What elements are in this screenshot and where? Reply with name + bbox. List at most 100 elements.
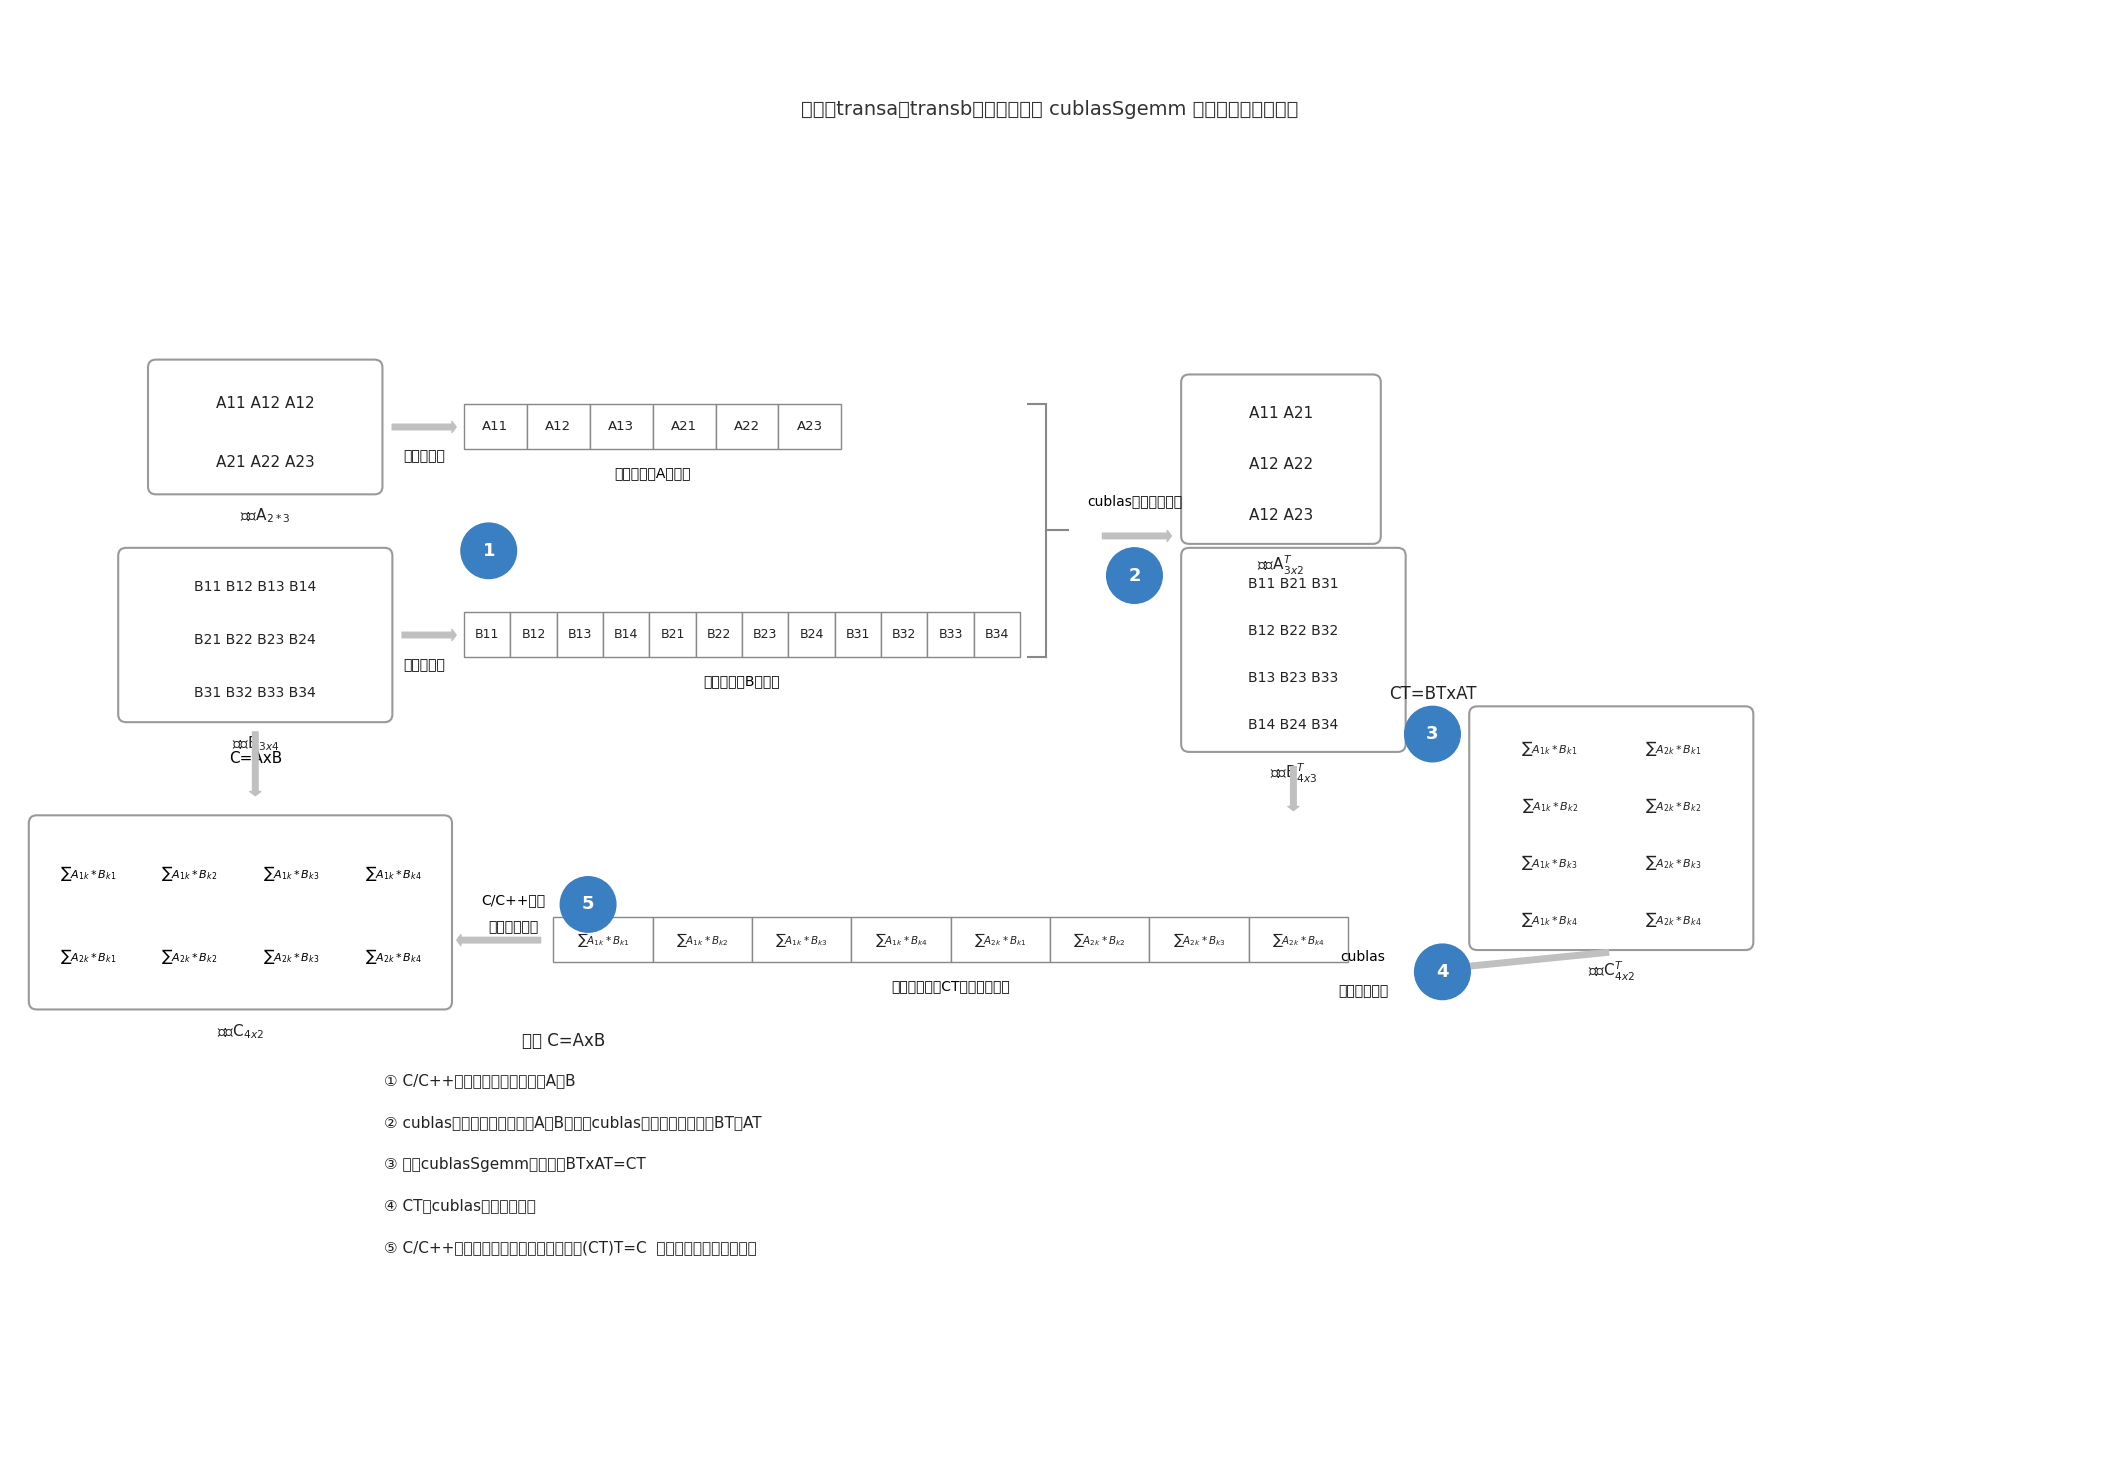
Text: 内存中将矩阵CT按列优先布局: 内存中将矩阵CT按列优先布局 [891, 979, 1011, 994]
Bar [973, 613, 1019, 657]
Text: 1: 1 [482, 542, 495, 559]
Bar [463, 613, 510, 657]
Text: 矩阵A$^T_{3x2}$: 矩阵A$^T_{3x2}$ [1257, 554, 1304, 577]
Bar [649, 613, 695, 657]
Bar [741, 613, 788, 657]
Circle shape [1415, 944, 1470, 1000]
Bar [927, 613, 973, 657]
Text: B24: B24 [800, 628, 823, 641]
Text: $\sum A_{1k}*B_{k3}$: $\sum A_{1k}*B_{k3}$ [1521, 853, 1577, 873]
Bar [788, 613, 834, 657]
Text: 矩阵B$^T_{4x3}$: 矩阵B$^T_{4x3}$ [1270, 763, 1316, 785]
Bar [880, 613, 927, 657]
Text: $\sum A_{2k}*B_{k3}$: $\sum A_{2k}*B_{k3}$ [1645, 853, 1702, 873]
Text: A11 A21: A11 A21 [1249, 405, 1312, 420]
Text: B13 B23 B33: B13 B23 B33 [1249, 671, 1339, 686]
FancyBboxPatch shape [147, 359, 383, 494]
Bar [1150, 917, 1249, 962]
Bar [834, 613, 880, 657]
FancyBboxPatch shape [1181, 374, 1382, 543]
Text: $\sum A_{1k}*B_{k3}$: $\sum A_{1k}*B_{k3}$ [775, 930, 828, 948]
Text: $\sum A_{1k}*B_{k2}$: $\sum A_{1k}*B_{k2}$ [676, 930, 729, 948]
Text: 5: 5 [581, 895, 594, 914]
Text: A12: A12 [545, 420, 571, 433]
Text: B32: B32 [893, 628, 916, 641]
Text: cublas: cublas [1342, 950, 1386, 965]
Text: $\sum A_{2k}*B_{k2}$: $\sum A_{2k}*B_{k2}$ [1645, 795, 1702, 815]
Bar [752, 917, 851, 962]
Text: $\sum A_{1k}*B_{k1}$: $\sum A_{1k}*B_{k1}$ [577, 930, 630, 948]
Text: $\sum A_{1k}*B_{k4}$: $\sum A_{1k}*B_{k4}$ [1521, 910, 1577, 929]
Text: B11 B21 B31: B11 B21 B31 [1249, 577, 1339, 591]
Text: B31 B32 B33 B34: B31 B32 B33 B34 [194, 686, 316, 700]
Text: $\sum A_{2k}*B_{k1}$: $\sum A_{2k}*B_{k1}$ [975, 930, 1026, 948]
Circle shape [1405, 706, 1459, 761]
Bar [1051, 917, 1150, 962]
Text: $\sum A_{1k}*B_{k4}$: $\sum A_{1k}*B_{k4}$ [364, 864, 421, 883]
Text: ⑤ C/C++程序以行优先读取后相当于做了(CT)T=C  正好就获得了正确的结果: ⑤ C/C++程序以行优先读取后相当于做了(CT)T=C 正好就获得了正确的结果 [385, 1239, 758, 1255]
Bar [554, 917, 653, 962]
FancyBboxPatch shape [1181, 548, 1405, 752]
Text: A21 A22 A23: A21 A22 A23 [215, 456, 314, 470]
Text: B33: B33 [939, 628, 962, 641]
Text: $\sum A_{2k}*B_{k4}$: $\sum A_{2k}*B_{k4}$ [1272, 930, 1325, 948]
Text: B14: B14 [615, 628, 638, 641]
Bar [851, 917, 950, 962]
Text: CT=BTxAT: CT=BTxAT [1388, 686, 1476, 703]
Bar [653, 917, 752, 962]
Bar [510, 613, 556, 657]
Text: A12 A23: A12 A23 [1249, 508, 1314, 522]
Text: $\sum A_{1k}*B_{k3}$: $\sum A_{1k}*B_{k3}$ [263, 864, 320, 883]
Text: cublas按列优先读取: cublas按列优先读取 [1087, 494, 1181, 509]
Text: $\sum A_{2k}*B_{k3}$: $\sum A_{2k}*B_{k3}$ [263, 947, 320, 966]
Text: 矩阵C$_{4x2}$: 矩阵C$_{4x2}$ [217, 1022, 263, 1040]
Bar [779, 404, 842, 448]
Text: B11 B12 B13 B14: B11 B12 B13 B14 [194, 580, 316, 595]
Bar [556, 613, 602, 657]
Text: $\sum A_{2k}*B_{k1}$: $\sum A_{2k}*B_{k1}$ [59, 947, 116, 966]
FancyBboxPatch shape [29, 815, 453, 1009]
Text: B12 B22 B32: B12 B22 B32 [1249, 625, 1339, 638]
Text: B34: B34 [986, 628, 1009, 641]
Text: A23: A23 [796, 420, 823, 433]
FancyBboxPatch shape [118, 548, 392, 723]
Bar [653, 404, 716, 448]
Text: 3: 3 [1426, 726, 1438, 743]
Text: 矩阵B$_{3x4}$: 矩阵B$_{3x4}$ [232, 735, 278, 754]
Text: 矩阵C$^T_{4x2}$: 矩阵C$^T_{4x2}$ [1588, 960, 1634, 984]
Bar [1249, 917, 1348, 962]
Text: $\sum A_{2k}*B_{k3}$: $\sum A_{2k}*B_{k3}$ [1173, 930, 1226, 948]
Bar [950, 917, 1051, 962]
Text: A21: A21 [672, 420, 697, 433]
Text: $\sum A_{1k}*B_{k1}$: $\sum A_{1k}*B_{k1}$ [59, 864, 116, 883]
Text: ④ CT是cublas按列优先存储: ④ CT是cublas按列优先存储 [385, 1198, 537, 1212]
Bar [526, 404, 590, 448]
FancyBboxPatch shape [1470, 706, 1754, 950]
Text: 不使用transa与transb参数的情况下 cublasSgemm 求解矩阵乘法的过程: 不使用transa与transb参数的情况下 cublasSgemm 求解矩阵乘… [800, 101, 1299, 120]
Text: 行优先存储: 行优先存储 [402, 657, 444, 672]
Bar [602, 613, 649, 657]
Text: $\sum A_{1k}*B_{k4}$: $\sum A_{1k}*B_{k4}$ [874, 930, 927, 948]
Text: A22: A22 [735, 420, 760, 433]
Text: $\sum A_{2k}*B_{k4}$: $\sum A_{2k}*B_{k4}$ [364, 947, 421, 966]
Circle shape [1106, 548, 1163, 604]
Text: $\sum A_{2k}*B_{k1}$: $\sum A_{2k}*B_{k1}$ [1645, 739, 1702, 758]
Text: B31: B31 [847, 628, 870, 641]
Text: ① C/C++程序按行优先存储矩阵A与B: ① C/C++程序按行优先存储矩阵A与B [385, 1073, 577, 1088]
Text: ③ 使用cublasSgemm函数计算BTxAT=CT: ③ 使用cublasSgemm函数计算BTxAT=CT [385, 1156, 647, 1171]
Text: A11 A12 A12: A11 A12 A12 [217, 396, 314, 411]
Text: 4: 4 [1436, 963, 1449, 981]
Text: B12: B12 [522, 628, 545, 641]
Text: B22: B22 [708, 628, 731, 641]
Bar [716, 404, 779, 448]
Text: B13: B13 [569, 628, 592, 641]
Text: 行优先存储: 行优先存储 [402, 450, 444, 463]
Text: $\sum A_{2k}*B_{k4}$: $\sum A_{2k}*B_{k4}$ [1645, 910, 1702, 929]
Text: A12 A22: A12 A22 [1249, 457, 1312, 472]
Text: $\sum A_{1k}*B_{k2}$: $\sum A_{1k}*B_{k2}$ [162, 864, 217, 883]
Text: $\sum A_{2k}*B_{k2}$: $\sum A_{2k}*B_{k2}$ [162, 947, 217, 966]
Text: B21: B21 [661, 628, 684, 641]
Text: ② cublas则按列优先读取矩阵A与B，所以cublas得到的矩阵其实是BT和AT: ② cublas则按列优先读取矩阵A与B，所以cublas得到的矩阵其实是BT和… [385, 1114, 762, 1129]
Text: 矩阵A$_{2*3}$: 矩阵A$_{2*3}$ [240, 506, 291, 525]
Text: 2: 2 [1129, 567, 1141, 585]
